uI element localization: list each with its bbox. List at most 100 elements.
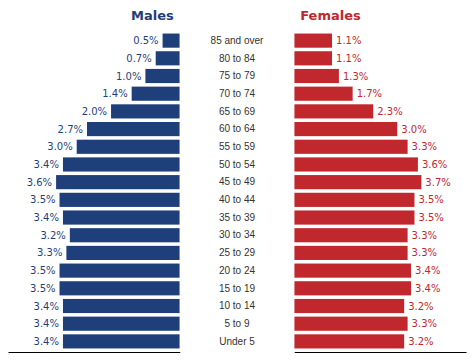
category-label: 40 to 44 [219, 194, 256, 205]
data-labels: 0.5%0.7%1.0%1.4%2.0%2.7%3.0%3.4%3.6%3.5%… [27, 35, 159, 347]
bar [294, 51, 332, 65]
bar [294, 299, 404, 313]
bar [294, 317, 407, 331]
legend-entry: Females [300, 8, 361, 23]
axis-line [295, 352, 467, 353]
data-label: 3.6% [27, 177, 52, 188]
y-tick: 70 to 74 [219, 88, 256, 99]
y-tick: 25 to 29 [219, 247, 256, 258]
bar [56, 175, 180, 189]
bar [294, 140, 407, 154]
category-label: 65 to 69 [219, 106, 256, 117]
bars [294, 34, 421, 349]
bar [66, 246, 179, 260]
bar [294, 264, 411, 278]
bar [294, 228, 407, 242]
bar [294, 175, 421, 189]
data-label: 3.4% [34, 301, 59, 312]
data-label: 2.3% [377, 106, 402, 117]
data-label: 3.4% [34, 318, 59, 329]
bar [294, 104, 373, 118]
bar [294, 157, 418, 171]
data-label: 3.0% [401, 124, 426, 135]
category-label: 45 to 49 [219, 176, 256, 187]
data-label: 3.2% [408, 301, 433, 312]
category-label: Under 5 [219, 336, 255, 347]
y-axis: 85 and over 80 to 84 75 to 79 70 to 74 65 to… [211, 35, 264, 347]
data-label: 1.1% [336, 35, 361, 46]
data-label: 3.3% [412, 141, 437, 152]
y-tick: 60 to 64 [219, 123, 256, 134]
y-tick: 40 to 44 [219, 194, 256, 205]
data-label: 3.4% [415, 283, 440, 294]
bar [60, 264, 180, 278]
data-label: 3.2% [40, 230, 65, 241]
data-label: 1.4% [102, 88, 127, 99]
category-label: 80 to 84 [219, 53, 256, 64]
data-label: 1.0% [116, 71, 141, 82]
bar [294, 281, 411, 295]
bar [294, 193, 414, 207]
y-tick: 35 to 39 [219, 212, 256, 223]
y-tick: 80 to 84 [219, 53, 256, 64]
bar [294, 246, 407, 260]
bar [60, 193, 180, 207]
category-label: 10 to 14 [219, 300, 256, 311]
y-tick: 85 and over [211, 35, 264, 46]
data-label: 3.5% [418, 194, 443, 205]
data-label: 3.3% [412, 230, 437, 241]
category-label: 55 to 59 [219, 141, 256, 152]
bar [60, 281, 180, 295]
category-label: 85 and over [211, 35, 264, 46]
bar [111, 104, 180, 118]
bar [294, 87, 352, 101]
y-tick: 55 to 59 [219, 141, 256, 152]
data-label: 2.7% [58, 124, 83, 135]
bar [63, 317, 180, 331]
bar [294, 122, 397, 136]
bar [145, 69, 179, 83]
data-label: 3.3% [37, 247, 62, 258]
x-axis [9, 352, 181, 353]
bar [70, 228, 180, 242]
data-label: 3.5% [418, 212, 443, 223]
bar [132, 87, 180, 101]
data-label: 3.5% [30, 283, 55, 294]
y-tick: 75 to 79 [219, 70, 256, 81]
category-label: 25 to 29 [219, 247, 256, 258]
bar [294, 69, 339, 83]
bar [87, 122, 180, 136]
bar [156, 51, 180, 65]
data-label: 3.4% [415, 265, 440, 276]
data-label: 3.4% [34, 212, 59, 223]
bar [63, 334, 180, 348]
data-label: 3.4% [34, 336, 59, 347]
bar [63, 157, 180, 171]
bar [63, 210, 180, 224]
data-label: 3.3% [412, 247, 437, 258]
data-label: 3.5% [30, 265, 55, 276]
data-label: 3.2% [408, 336, 433, 347]
data-label: 3.5% [30, 194, 55, 205]
data-label: 3.0% [47, 141, 72, 152]
category-label: 50 to 54 [219, 159, 256, 170]
data-label: 3.3% [412, 318, 437, 329]
data-label: 0.7% [126, 53, 151, 64]
y-tick: 10 to 14 [219, 300, 256, 311]
legend-entry: Males [131, 8, 174, 23]
bar [63, 299, 180, 313]
bar [77, 140, 180, 154]
category-label: 35 to 39 [219, 212, 256, 223]
bar [163, 34, 180, 48]
data-label: 1.1% [336, 53, 361, 64]
chart: 0.5%0.7%1.0%1.4%2.0%2.7%3.0%3.4%3.6%3.5%… [0, 0, 474, 364]
data-label: 3.7% [425, 177, 450, 188]
axis-line [9, 352, 181, 353]
category-label: 20 to 24 [219, 265, 256, 276]
category-label: 5 to 9 [224, 318, 249, 329]
category-label: 75 to 79 [219, 70, 256, 81]
y-tick: 20 to 24 [219, 265, 256, 276]
y-tick: 5 to 9 [224, 318, 249, 329]
data-label: 1.3% [343, 71, 368, 82]
data-label: 0.5% [133, 35, 158, 46]
